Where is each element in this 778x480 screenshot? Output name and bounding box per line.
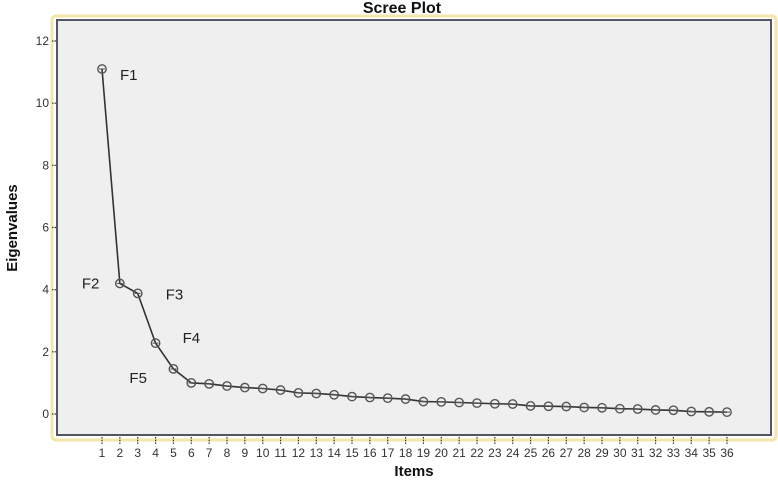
data-point-marker	[347, 391, 357, 402]
data-point-marker	[329, 389, 340, 400]
data-point-marker	[257, 383, 268, 394]
data-point-marker	[579, 402, 590, 413]
x-tick-label: 3	[134, 446, 141, 460]
x-tick-label: 11	[274, 446, 287, 460]
data-point-marker	[722, 407, 732, 418]
x-tick-label: 14	[327, 446, 341, 460]
x-tick-label: 8	[224, 446, 231, 460]
data-point-marker	[150, 338, 161, 349]
data-point-marker	[597, 402, 607, 413]
x-tick-label: 6	[188, 446, 195, 460]
data-point-marker	[418, 396, 429, 407]
x-tick-label: 35	[702, 446, 716, 460]
x-tick-label: 36	[720, 446, 734, 460]
data-point-marker	[97, 64, 107, 74]
x-tick-label: 23	[488, 446, 502, 460]
x-tick-label: 29	[595, 446, 609, 460]
y-axis-title: Eigenvalues	[4, 184, 21, 272]
y-tick-label: 12	[36, 34, 50, 48]
x-tick-label: 15	[345, 446, 359, 460]
x-tick-label: 30	[613, 446, 627, 460]
y-axis: 0 2 4 6 8 10 12	[36, 34, 57, 421]
x-tick-label: 26	[542, 446, 556, 460]
data-point-marker	[507, 399, 518, 409]
data-point-marker	[543, 401, 554, 412]
factor-label: F5	[129, 370, 147, 387]
data-point-marker	[293, 387, 304, 398]
data-point-marker	[525, 401, 536, 411]
x-tick-label: 22	[470, 446, 484, 460]
x-tick-label: 33	[667, 446, 681, 460]
y-tick-label: 8	[42, 158, 49, 172]
data-point-marker	[311, 388, 322, 399]
data-point-marker	[400, 394, 411, 404]
factor-label: F1	[120, 67, 138, 84]
x-tick-label: 1	[99, 446, 106, 460]
eigenvalue-series	[97, 64, 732, 418]
x-tick-label: 25	[524, 446, 538, 460]
data-point-marker	[650, 405, 661, 415]
x-tick-label: 34	[685, 446, 699, 460]
y-tick-label: 4	[42, 283, 49, 297]
factor-label: F4	[183, 330, 201, 347]
data-point-marker	[186, 378, 197, 388]
data-point-marker	[222, 381, 232, 391]
data-point-marker	[436, 396, 447, 407]
x-tick-label: 27	[560, 446, 574, 460]
x-tick-label: 7	[206, 446, 213, 460]
data-point-marker	[668, 405, 679, 416]
data-point-marker	[204, 378, 215, 389]
x-tick-label: 12	[292, 446, 306, 460]
x-tick-label: 21	[452, 446, 466, 460]
x-tick-label: 18	[399, 446, 413, 460]
x-tick-label: 2	[117, 446, 124, 460]
data-point-marker	[364, 392, 375, 403]
data-point-marker	[132, 288, 143, 299]
x-tick-label: 13	[310, 446, 324, 460]
factor-annotations: F1 F2 F3 F4 F5	[82, 67, 200, 387]
data-point-marker	[614, 403, 625, 414]
x-tick-label: 31	[631, 446, 645, 460]
x-tick-label: 16	[363, 446, 377, 460]
plot-area	[56, 19, 772, 436]
y-tick-label: 2	[42, 345, 49, 359]
data-point-marker	[114, 278, 125, 289]
data-point-marker	[632, 404, 643, 414]
x-tick-label: 32	[649, 446, 663, 460]
y-tick-label: 0	[42, 407, 49, 421]
data-point-marker	[168, 364, 179, 374]
x-tick-label: 4	[152, 446, 159, 460]
x-tick-label: 28	[577, 446, 591, 460]
y-tick-label: 6	[42, 221, 49, 235]
data-point-marker	[704, 406, 715, 417]
x-tick-label: 24	[506, 446, 520, 460]
factor-label: F3	[166, 286, 184, 303]
data-point-marker	[275, 385, 286, 395]
x-tick-label: 9	[242, 446, 249, 460]
x-tick-label: 5	[170, 446, 177, 460]
data-point-marker	[239, 382, 250, 393]
x-tick-label: 20	[435, 446, 449, 460]
factor-label: F2	[82, 275, 100, 292]
data-point-marker	[454, 397, 465, 408]
x-tick-label: 19	[417, 446, 431, 460]
data-point-marker	[686, 406, 697, 417]
x-axis: 1 2 3 4 5 6 7 8 9 10 11 12 13 14 15 16 17 18 19 20 21 22 23 24 2…	[99, 437, 734, 460]
data-point-marker	[382, 393, 393, 404]
y-tick-label: 10	[36, 96, 50, 110]
data-point-marker	[472, 398, 482, 409]
chart-title: Scree Plot	[363, 0, 442, 17]
data-point-marker	[489, 398, 500, 409]
x-tick-label: 10	[256, 446, 270, 460]
x-tick-label: 17	[381, 446, 395, 460]
x-axis-title: Items	[394, 463, 433, 480]
data-point-marker	[561, 401, 572, 412]
